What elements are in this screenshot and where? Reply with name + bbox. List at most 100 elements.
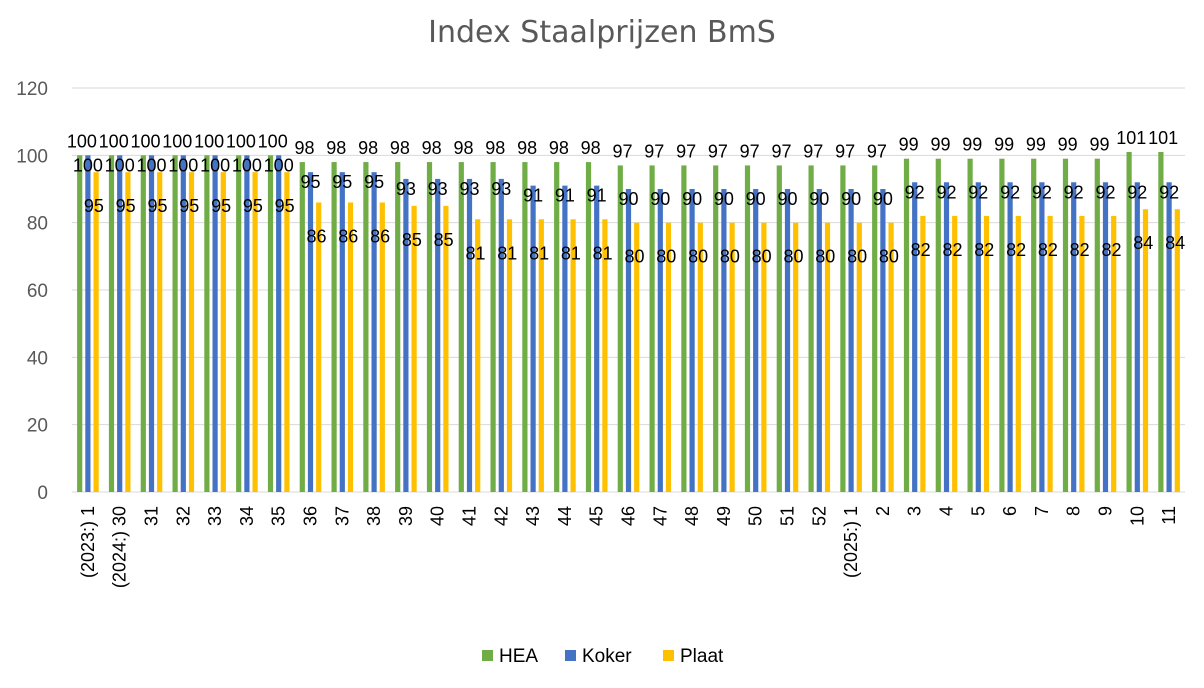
bar-plaat — [888, 222, 894, 492]
bar-plaat — [220, 172, 226, 492]
data-label-koker: 90 — [682, 189, 702, 209]
legend-item-hea: HEA — [482, 646, 538, 667]
data-label-hea: 97 — [612, 141, 632, 161]
x-tick-label: 11 — [1159, 506, 1179, 525]
data-label-koker: 90 — [841, 189, 861, 209]
bar-koker — [276, 155, 282, 493]
bar-plaat — [665, 222, 672, 492]
x-tick-label: 10 — [1127, 506, 1147, 526]
bar-hea — [395, 162, 401, 493]
bar-koker — [975, 182, 981, 492]
y-tick-label: 60 — [27, 281, 48, 302]
data-label-hea: 99 — [1026, 135, 1046, 155]
data-label-plaat: 80 — [624, 247, 644, 267]
data-label-plaat: 81 — [593, 243, 613, 263]
bar-plaat — [252, 172, 258, 492]
bar-plaat — [634, 222, 640, 492]
bar-plaat — [697, 222, 703, 492]
bar-plaat — [157, 172, 163, 492]
bar-plaat — [856, 222, 862, 492]
bar-plaat — [824, 222, 831, 492]
bar-hea — [585, 162, 592, 493]
bar-koker — [339, 172, 345, 492]
bar-hea — [458, 162, 464, 493]
bar-plaat — [761, 222, 767, 492]
legend: HEA Koker Plaat — [482, 646, 724, 667]
bar-plaat — [379, 202, 385, 492]
data-label-hea: 99 — [899, 135, 919, 155]
x-tick-label: 34 — [237, 506, 257, 526]
bar-hea — [140, 155, 146, 493]
y-tick-label: 120 — [16, 79, 48, 100]
data-label-hea: 98 — [422, 138, 442, 158]
bar-koker — [1039, 182, 1045, 492]
bar-koker — [848, 189, 854, 492]
data-label-plaat: 82 — [1006, 240, 1026, 260]
data-label-hea: 100 — [258, 131, 288, 151]
data-label-koker: 90 — [809, 189, 829, 209]
data-label-koker: 92 — [1095, 182, 1115, 202]
legend-swatch — [482, 650, 493, 661]
bar-koker — [148, 155, 155, 493]
bar-plaat — [570, 219, 576, 493]
x-tick-label: 49 — [714, 506, 734, 526]
data-label-plaat: 95 — [116, 196, 136, 216]
x-tick-label: (2023:) 1 — [78, 506, 98, 578]
bar-hea — [267, 155, 274, 493]
data-label-hea: 99 — [1058, 135, 1078, 155]
data-label-plaat: 85 — [402, 230, 422, 250]
data-label-plaat: 81 — [529, 243, 549, 263]
bar-hea — [840, 165, 846, 492]
bar-koker — [435, 178, 441, 492]
bar-plaat — [538, 219, 544, 493]
data-label-koker: 100 — [73, 155, 103, 175]
legend-swatch — [663, 650, 674, 661]
data-label-hea: 97 — [867, 141, 887, 161]
x-tick-label: 47 — [650, 506, 670, 526]
data-label-koker: 90 — [746, 189, 766, 209]
x-tick-label: 35 — [269, 506, 289, 526]
x-tick-label: 7 — [1032, 506, 1052, 516]
data-label-plaat: 81 — [465, 243, 485, 263]
legend-item-koker: Koker — [565, 646, 632, 667]
bar-koker — [816, 189, 822, 492]
data-label-plaat: 86 — [370, 226, 390, 246]
data-label-koker: 95 — [300, 172, 320, 192]
x-tick-label: 51 — [778, 506, 798, 526]
bar-plaat — [1142, 209, 1149, 492]
bar-koker — [530, 185, 536, 492]
data-label-koker: 100 — [168, 155, 198, 175]
data-label-hea: 99 — [962, 135, 982, 155]
bar-plaat — [284, 172, 290, 492]
data-label-hea: 98 — [358, 138, 378, 158]
data-label-plaat: 95 — [147, 196, 167, 216]
x-tick-label: 9 — [1096, 506, 1116, 516]
data-label-koker: 92 — [1032, 182, 1052, 202]
data-label-hea: 97 — [771, 141, 791, 161]
bar-koker — [689, 189, 695, 492]
data-label-koker: 90 — [714, 189, 734, 209]
bar-plaat — [125, 172, 131, 492]
x-tick-label: (2025:) 1 — [841, 506, 861, 578]
x-tick-label: 46 — [619, 506, 639, 526]
bar-hea — [1031, 158, 1037, 492]
data-label-koker: 93 — [396, 179, 416, 199]
bar-hea — [935, 158, 941, 492]
data-label-koker: 90 — [618, 189, 638, 209]
bar-koker — [721, 189, 727, 492]
bar-koker — [85, 155, 91, 493]
bar-koker — [244, 155, 250, 493]
bar-plaat — [347, 202, 354, 492]
bar-hea — [299, 162, 305, 493]
bar-koker — [880, 189, 886, 492]
data-label-plaat: 95 — [275, 196, 295, 216]
x-tick-label: 42 — [491, 506, 511, 526]
bar-koker — [912, 182, 918, 492]
data-label-hea: 97 — [676, 141, 696, 161]
bar-plaat — [411, 205, 417, 493]
bar-hea — [490, 162, 496, 493]
bar-hea — [744, 165, 751, 492]
data-label-plaat: 85 — [434, 230, 454, 250]
data-label-koker: 92 — [1064, 182, 1084, 202]
